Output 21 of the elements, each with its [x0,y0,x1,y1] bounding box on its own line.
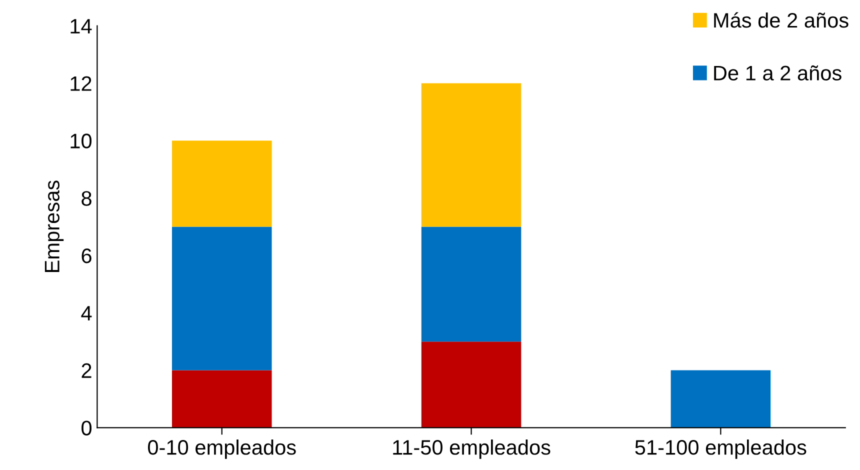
y-tick-label: 0 [82,420,92,436]
legend-label: De 1 a 2 años [714,65,842,81]
bar [172,370,272,428]
bar [172,140,272,227]
y-tick-label: 14 [70,19,92,34]
y-tick-label: 4 [81,306,92,320]
bar [421,226,522,342]
y-axis-title: Empresas [44,180,64,272]
x-tick-label: 11-50 empleados [393,440,550,459]
y-tick-label: 12 [70,76,92,91]
y-tick-label: 8 [82,191,92,206]
y-tick-label: 2 [82,363,92,378]
x-tick-label: 0-10 empleados [148,440,296,459]
bar [670,370,771,428]
x-tick-label: 51-100 empleados [635,440,806,459]
y-tick-label: 6 [82,248,92,264]
y-tick-label: 10 [70,134,92,148]
bar [172,226,272,370]
bar [421,83,522,227]
bar [421,342,522,428]
legend-label: Más de 2 años [714,12,848,28]
